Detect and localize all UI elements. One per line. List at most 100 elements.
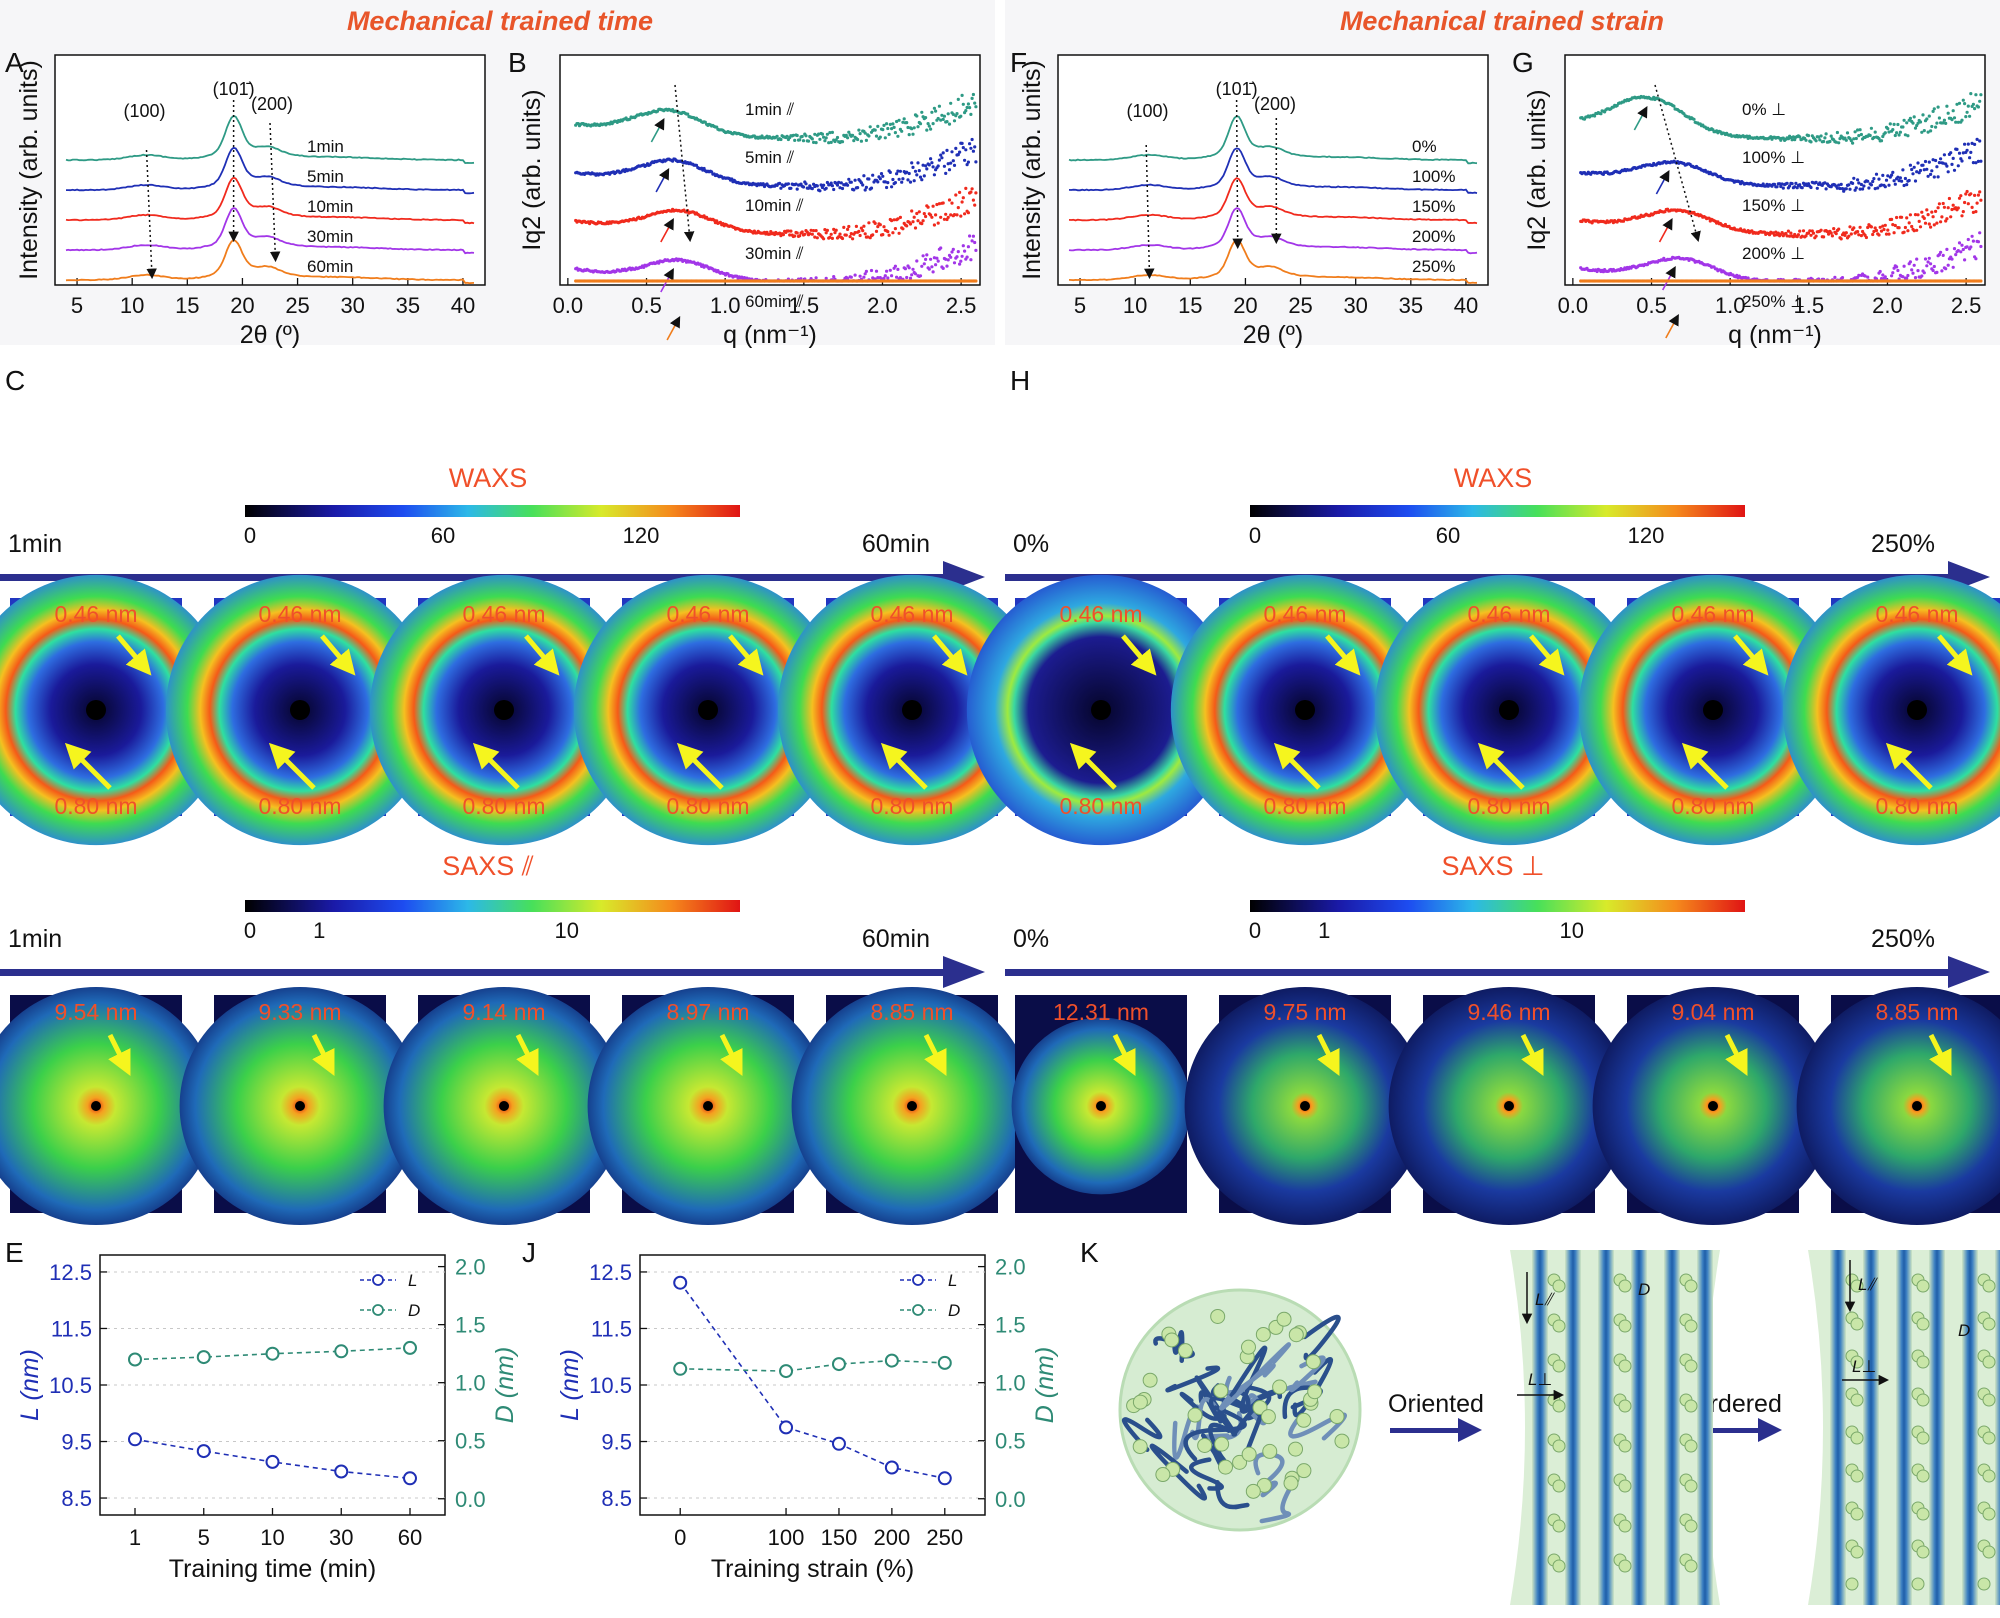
data-point	[1849, 139, 1853, 143]
d-spacing-label-top: 0.46 nm	[870, 601, 953, 627]
data-point	[1834, 140, 1838, 144]
data-point	[857, 128, 861, 132]
data-point	[1964, 192, 1968, 196]
data-point	[1814, 234, 1818, 238]
x-tick-label: 5	[1074, 293, 1086, 318]
data-point	[959, 114, 963, 118]
process-arrow-head	[1458, 1418, 1482, 1442]
peak-arrow	[655, 168, 670, 193]
data-point	[1879, 229, 1884, 233]
data-point	[1944, 267, 1948, 271]
data-point	[921, 219, 925, 223]
x-tick-label: 60	[398, 1525, 422, 1550]
data-point	[929, 157, 933, 161]
data-point	[1951, 203, 1955, 207]
beamstop	[1295, 700, 1315, 720]
data-point	[1937, 161, 1941, 165]
series-label: 60min	[307, 257, 353, 276]
peak-label: (200)	[251, 94, 293, 114]
x-axis-label: 2θ (º)	[240, 321, 301, 349]
polymer-chain	[1215, 1480, 1250, 1510]
data-point	[901, 177, 905, 181]
y-tick-label-left: 9.5	[61, 1430, 92, 1455]
data-point	[951, 112, 955, 116]
data-point	[1898, 176, 1902, 180]
data-point	[922, 212, 926, 216]
data-point	[1857, 181, 1861, 185]
data-point	[905, 121, 909, 125]
data-point	[864, 269, 869, 273]
data-point	[867, 177, 871, 181]
data-point	[1848, 225, 1852, 229]
y-tick-label-right: 2.0	[995, 1255, 1026, 1280]
data-point	[403, 1471, 417, 1486]
data-point	[890, 127, 894, 131]
data-point	[900, 180, 904, 184]
data-point	[1888, 122, 1892, 126]
data-point	[1957, 241, 1962, 245]
crystallite	[1982, 1431, 1996, 1445]
yellow-arrow	[1069, 742, 1117, 790]
data-point	[945, 148, 949, 152]
colorbar-tick-label: 0	[1249, 523, 1261, 548]
oriented-fibril	[1532, 1250, 1548, 1605]
data-point	[1824, 132, 1828, 136]
data-point	[824, 231, 828, 235]
data-point	[1923, 257, 1928, 261]
data-point	[1922, 271, 1926, 275]
data-point	[929, 257, 933, 261]
data-point	[832, 187, 836, 192]
x-tick-label: 1.5	[789, 293, 820, 318]
data-point	[1804, 234, 1808, 238]
data-point	[886, 230, 890, 234]
data-point	[1838, 186, 1842, 191]
colorbar-tick-label: 0	[244, 918, 256, 943]
data-point	[895, 172, 899, 176]
series-label: 150%	[1412, 197, 1455, 216]
saxs-pattern: 9.54 nm	[0, 987, 217, 1225]
data-point	[1848, 187, 1852, 191]
data-point	[789, 229, 793, 233]
data-point	[1920, 274, 1924, 278]
data-point	[1883, 223, 1887, 227]
x-tick-label: 10	[260, 1525, 284, 1550]
data-point	[1856, 230, 1860, 234]
crystallite	[1197, 1437, 1213, 1453]
waxs-pattern: 0.46 nm 0.80 nm	[0, 574, 231, 846]
data-point	[952, 119, 957, 123]
crystallite	[1296, 1463, 1312, 1479]
crystallite	[1241, 1446, 1257, 1462]
data-point	[1941, 201, 1945, 206]
x-tick-label: 35	[396, 293, 420, 318]
data-point	[1920, 130, 1924, 134]
series-line	[1068, 147, 1478, 194]
data-point	[808, 232, 812, 236]
data-point	[946, 215, 950, 219]
x-axis-label: Training strain (%)	[711, 1555, 914, 1583]
beamstop	[907, 1101, 917, 1111]
crystallite	[1213, 1383, 1229, 1399]
data-point	[1844, 231, 1848, 235]
data-point	[1905, 276, 1909, 280]
data-point	[1897, 179, 1901, 183]
data-point	[886, 276, 890, 280]
colorbar-tick-label: 120	[623, 523, 660, 548]
peak-arrow	[666, 316, 681, 341]
data-point	[887, 132, 891, 136]
data-point	[1960, 118, 1964, 122]
data-point	[1896, 268, 1900, 273]
data-point	[920, 264, 924, 268]
data-point	[1900, 215, 1904, 219]
crystallite	[1982, 1317, 1996, 1331]
data-point	[1900, 179, 1904, 183]
data-point	[888, 170, 892, 174]
data-point	[1786, 137, 1790, 141]
data-point	[673, 1275, 688, 1290]
scattering-halo	[0, 987, 217, 1225]
data-point	[1931, 109, 1935, 113]
data-point	[1951, 265, 1955, 269]
data-point	[908, 276, 913, 280]
data-point	[1974, 93, 1978, 97]
data-point	[961, 244, 965, 248]
crystallite	[1684, 1439, 1698, 1453]
